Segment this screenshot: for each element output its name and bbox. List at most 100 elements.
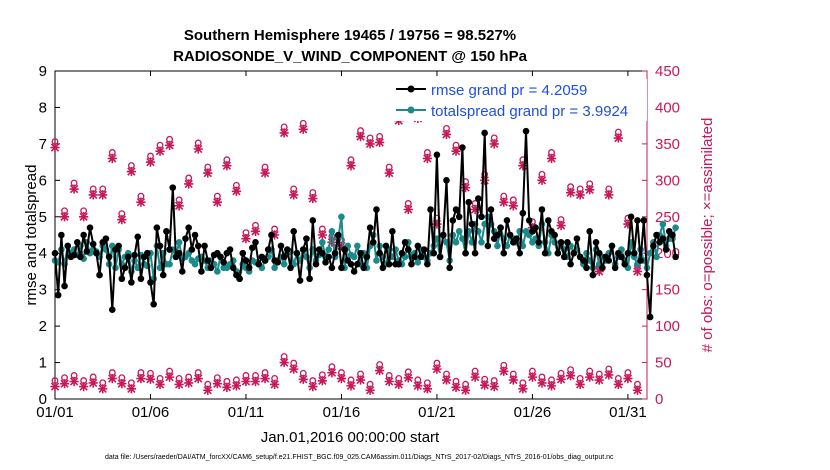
- rmse-point: [436, 253, 444, 261]
- rmse-point: [646, 313, 654, 321]
- chart-title-line2: RADIOSONDE_V_WIND_COMPONENT @ 150 hPa: [173, 48, 528, 65]
- rmse-point: [296, 277, 304, 284]
- obs-high-assimilated: [222, 161, 232, 171]
- obs-high-assimilated: [508, 201, 518, 211]
- obs-high-assimilated: [585, 185, 595, 195]
- rmse-point: [226, 246, 234, 253]
- obs-low-assimilated: [355, 375, 366, 385]
- x-tick-label: 01/26: [514, 404, 552, 421]
- rmse-point: [446, 264, 453, 272]
- rmse-point: [61, 282, 68, 290]
- y-right-tick-label: 300: [655, 172, 680, 189]
- y-right-tick-label: 0: [655, 391, 663, 408]
- obs-low-assimilated: [566, 371, 576, 381]
- rmse-point: [334, 231, 342, 239]
- rmse-point: [573, 235, 581, 242]
- obs-high-assimilated: [346, 161, 356, 171]
- rmse-point: [468, 220, 476, 228]
- rmse-point: [589, 271, 597, 279]
- rmse-point: [93, 249, 100, 257]
- obs-high-assimilated: [422, 153, 432, 164]
- rmse-point: [404, 246, 412, 253]
- rmse-point: [191, 231, 199, 239]
- x-axis: 01/01 01/06 01/11 01/16 01/21 01/26 01/31: [36, 71, 647, 421]
- rmse-point: [319, 249, 326, 257]
- totalspread-point: [280, 260, 288, 268]
- obs-low-assimilated: [441, 375, 452, 385]
- rmse-series: [51, 127, 679, 321]
- obs-low-assimilated: [413, 381, 423, 391]
- y-left-tick-label: 8: [39, 99, 47, 116]
- obs-low-assimilated: [222, 382, 232, 392]
- obs-low-assimilated: [604, 370, 614, 380]
- obs-high-assimilated: [250, 226, 261, 236]
- rmse-point: [121, 264, 129, 272]
- rmse-point: [672, 253, 679, 261]
- obs-high-assimilated: [98, 190, 108, 200]
- rmse-point: [325, 253, 333, 261]
- rmse-point: [77, 253, 84, 261]
- obs-low-assimilated: [508, 375, 518, 385]
- rmse-point: [217, 253, 224, 261]
- rmse-point: [102, 235, 110, 242]
- rmse-point: [382, 242, 390, 250]
- y-left-tick-label: 0: [39, 391, 47, 408]
- obs-low-assimilated: [212, 379, 222, 389]
- rmse-point: [360, 264, 368, 272]
- rmse-point: [452, 206, 460, 213]
- rmse-point: [54, 291, 62, 299]
- obs-low-assimilated: [126, 384, 136, 394]
- rmse-point: [373, 206, 380, 213]
- rmse-point: [51, 249, 59, 257]
- y-right-tick-label: 150: [655, 282, 680, 299]
- rmse-point: [659, 235, 667, 242]
- obs-low-assimilated: [489, 382, 499, 392]
- obs-high-assimilated: [164, 140, 175, 150]
- rmse-point: [630, 249, 638, 257]
- obs-high-assimilated: [279, 128, 289, 138]
- rmse-point: [516, 249, 523, 257]
- rmse-point: [595, 249, 603, 257]
- y-left-tick-label: 2: [39, 318, 47, 335]
- obs-high-assimilated: [136, 197, 146, 207]
- totalspread-point: [271, 264, 278, 272]
- obs-high-assimilated: [308, 193, 318, 204]
- obs-high-assimilated: [317, 230, 327, 240]
- rmse-point: [105, 253, 113, 261]
- x-tick-label: 01/01: [36, 404, 74, 421]
- obs-low-assimilated: [250, 376, 261, 387]
- rmse-point: [239, 249, 247, 257]
- obs-low-assimilated: [308, 382, 318, 392]
- rmse-point: [487, 206, 495, 213]
- y-axis-left: 0 1 2 3 4 5 6 7 8 9: [39, 63, 60, 408]
- rmse-point: [385, 260, 393, 268]
- obs-high-assimilated: [594, 266, 604, 277]
- rmse-point: [124, 253, 132, 261]
- rmse-point: [599, 264, 606, 272]
- x-axis-label: Jan.01,2016 00:00:00 start: [261, 429, 440, 446]
- totalspread-point: [646, 249, 654, 257]
- obs-low-assimilated: [107, 373, 117, 384]
- rmse-point: [280, 253, 288, 261]
- rmse-point: [357, 249, 364, 257]
- rmse-point: [236, 275, 243, 283]
- obs-low-assimilated: [518, 384, 528, 394]
- obs-low-assimilated: [184, 378, 194, 388]
- legend-rmse-label: rmse grand pr = 4.2059: [431, 82, 587, 99]
- rmse-point: [255, 260, 262, 268]
- rmse-point: [153, 224, 161, 232]
- rmse-point: [650, 242, 657, 250]
- totalspread-point: [325, 246, 333, 253]
- rmse-point: [287, 264, 294, 272]
- rmse-point: [522, 127, 530, 135]
- legend: rmse grand pr = 4.2059 totalspread grand…: [392, 79, 647, 121]
- rmse-point: [583, 264, 590, 272]
- obs-low-assimilated: [394, 379, 404, 390]
- obs-high-assimilated: [155, 146, 165, 156]
- obs-low-assimilated: [117, 379, 127, 389]
- obs-high-assimilated: [575, 190, 585, 200]
- rmse-point: [306, 275, 313, 283]
- rmse-point: [299, 246, 307, 253]
- totalspread-point: [414, 259, 422, 266]
